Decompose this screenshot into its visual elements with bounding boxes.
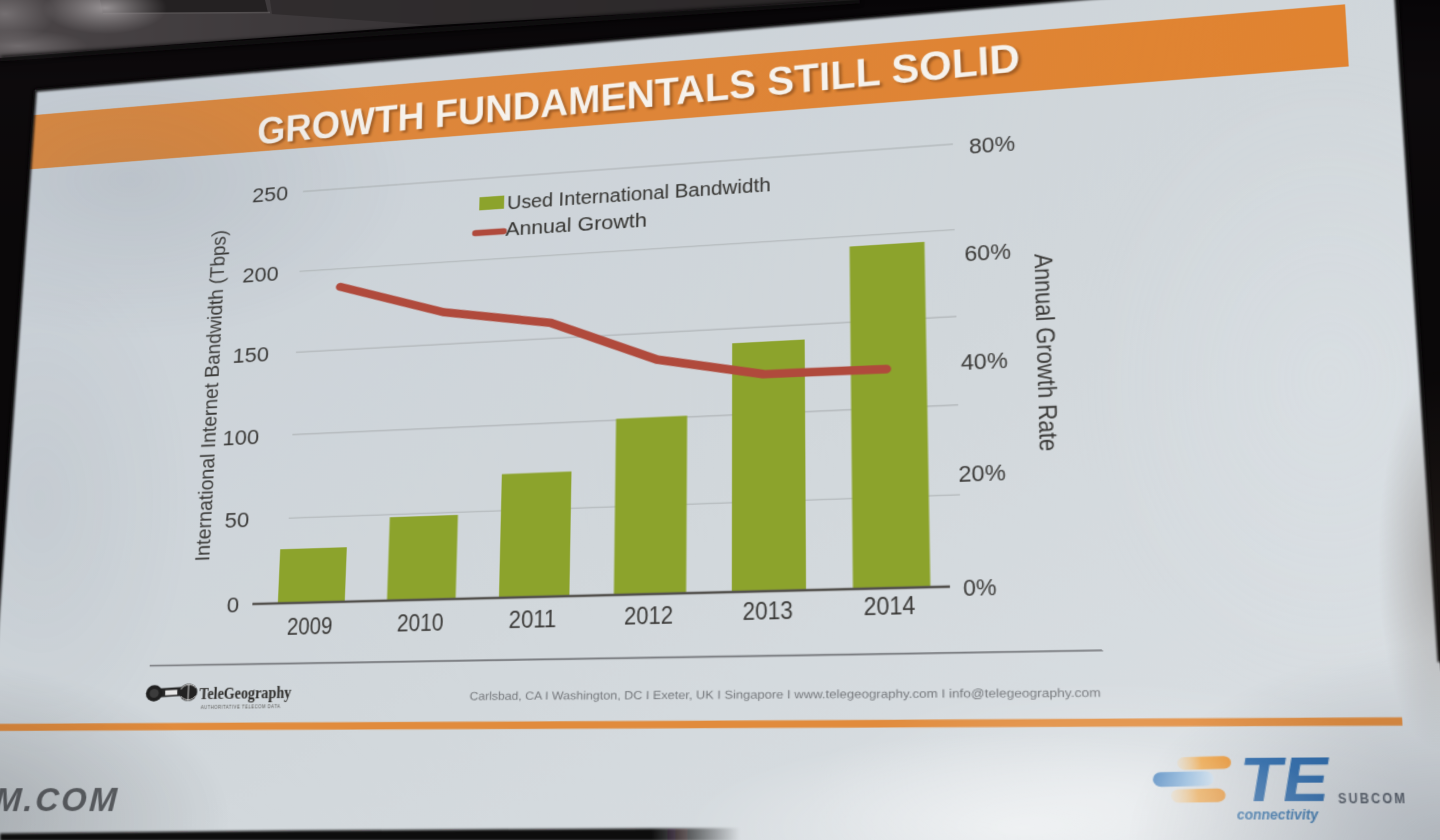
svg-text:40%: 40% — [961, 350, 1009, 377]
svg-text:2012: 2012 — [624, 602, 673, 631]
svg-text:250: 250 — [252, 182, 289, 207]
svg-text:SUBCOM: SUBCOM — [1338, 791, 1408, 807]
svg-text:M.COM: M.COM — [0, 783, 120, 819]
svg-text:80%: 80% — [969, 133, 1016, 160]
svg-text:2011: 2011 — [508, 606, 556, 635]
svg-text:2009: 2009 — [286, 613, 332, 641]
svg-text:0%: 0% — [963, 576, 997, 602]
svg-text:20%: 20% — [958, 461, 1006, 488]
svg-text:TeleGeography: TeleGeography — [199, 684, 293, 703]
svg-text:0: 0 — [226, 593, 240, 618]
svg-text:150: 150 — [232, 343, 270, 368]
svg-text:Carlsbad, CA I Washington, DC: Carlsbad, CA I Washington, DC I Exeter, … — [469, 687, 1101, 704]
svg-text:connectivity: connectivity — [1236, 805, 1320, 823]
svg-text:100: 100 — [222, 425, 260, 450]
svg-text:50: 50 — [224, 509, 250, 534]
svg-text:60%: 60% — [964, 240, 1011, 267]
svg-text:200: 200 — [242, 262, 279, 287]
svg-text:2014: 2014 — [863, 592, 915, 622]
svg-text:AUTHORITATIVE TELECOM DATA: AUTHORITATIVE TELECOM DATA — [200, 704, 280, 712]
svg-text:2013: 2013 — [743, 596, 793, 625]
svg-text:2010: 2010 — [397, 609, 444, 637]
svg-text:Annual Growth Rate: Annual Growth Rate — [1028, 253, 1063, 452]
